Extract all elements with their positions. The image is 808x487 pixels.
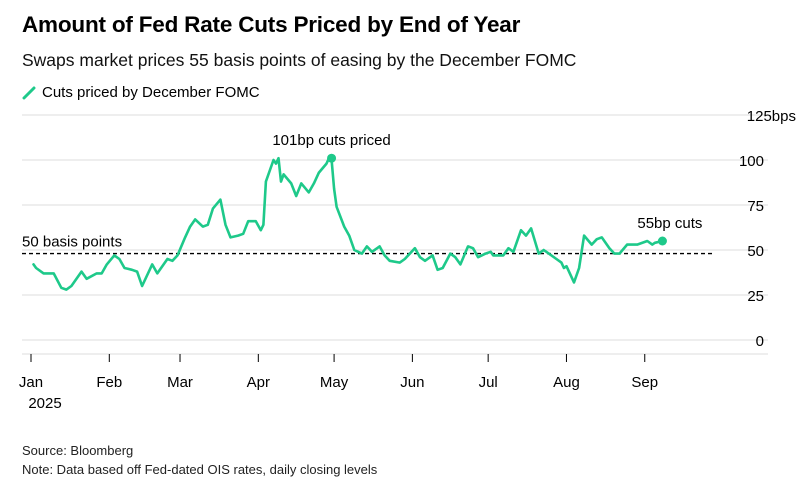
- y-unit-label: 125bps: [747, 108, 796, 125]
- legend: Cuts priced by December FOMC: [22, 84, 260, 101]
- annotation-marker: [657, 236, 667, 246]
- x-tick-label: Mar: [167, 374, 193, 391]
- footnote: Note: Data based off Fed-dated OIS rates…: [22, 462, 378, 477]
- reference-line-label: 50 basis points: [22, 234, 122, 251]
- x-tick-label: Jul: [479, 374, 498, 391]
- annotation-label: 55bp cuts: [637, 215, 702, 232]
- x-tick-label: Sep: [631, 374, 658, 391]
- y-tick-label: 50: [747, 243, 764, 260]
- x-tick-label: Feb: [96, 374, 122, 391]
- y-tick-label: 75: [747, 198, 764, 215]
- y-tick-label: 100: [739, 153, 764, 170]
- chart-title: Amount of Fed Rate Cuts Priced by End of…: [22, 12, 521, 37]
- chart-subtitle: Swaps market prices 55 basis points of e…: [22, 50, 577, 70]
- x-tick-label: Jan: [19, 374, 43, 391]
- x-tick-label: Apr: [247, 374, 270, 391]
- x-year-label: 2025: [28, 395, 61, 412]
- annotation-label: 101bp cuts priced: [272, 132, 390, 149]
- x-tick-label: May: [320, 374, 349, 391]
- annotation-marker: [327, 153, 337, 163]
- y-tick-label: 25: [747, 288, 764, 305]
- source-note: Source: Bloomberg: [22, 443, 134, 458]
- series-line: [32, 156, 664, 291]
- legend-label: Cuts priced by December FOMC: [42, 84, 260, 101]
- legend-swatch-icon: [22, 86, 36, 99]
- x-tick-label: Aug: [553, 374, 580, 391]
- y-tick-label: 0: [756, 333, 764, 350]
- x-tick-label: Jun: [400, 374, 424, 391]
